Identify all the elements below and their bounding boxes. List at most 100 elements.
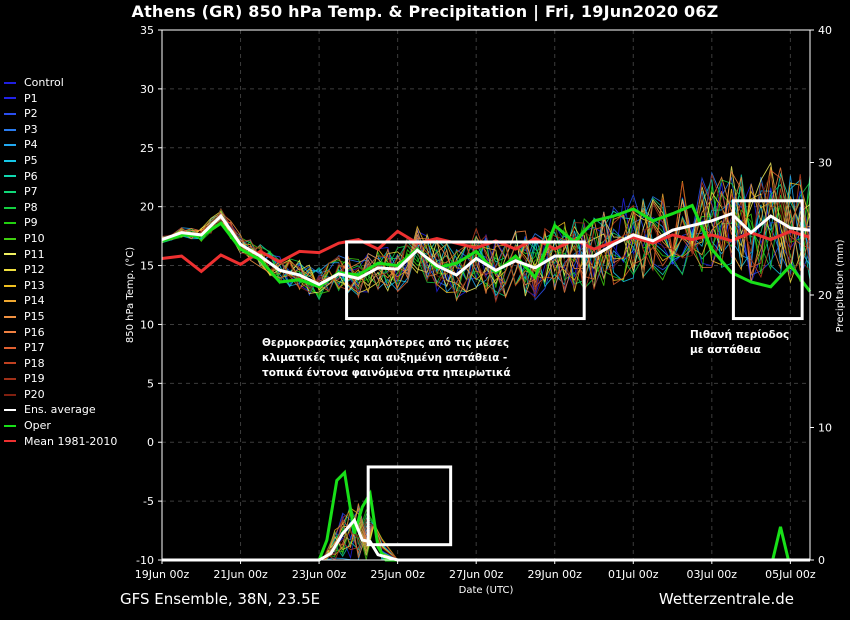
y2-tick-label: 40: [818, 24, 832, 37]
y-tick-label: 25: [140, 142, 154, 155]
annotation-box1-text: Θερμοκρασίες χαμηλότερες από τις μέσες κ…: [262, 337, 511, 379]
legend-item: P13: [4, 278, 117, 294]
y-tick-label: 0: [147, 436, 154, 449]
ensemble-precip-p15: [162, 503, 810, 561]
legend-item: P5: [4, 153, 117, 169]
highlight-boxes: [345, 199, 804, 547]
main-series: [161, 203, 812, 562]
mean-1981-2010-line: [161, 229, 811, 274]
ensemble-precip-p8: [162, 513, 810, 561]
ensemble-precip-p17: [162, 519, 810, 561]
ensemble-precip-p20: [162, 518, 810, 561]
footer-source: GFS Ensemble, 38N, 23.5E: [120, 590, 321, 608]
y-tick-label: 10: [140, 318, 154, 331]
legend-label: P5: [24, 153, 38, 167]
y-tick-label: 15: [140, 260, 154, 273]
ensemble-precip-p18: [162, 525, 810, 561]
ensemble-precip-p5: [162, 521, 810, 561]
legend-label: Control: [24, 76, 64, 89]
legend-label: P16: [24, 325, 45, 339]
legend-label: P13: [24, 278, 45, 292]
ensemble-precip-p12: [162, 517, 810, 561]
ensemble-precip-p16: [162, 510, 810, 561]
legend-item: P15: [4, 309, 117, 325]
legend-label: P11: [24, 247, 45, 261]
legend-swatch: [4, 175, 16, 178]
x-tick-label: 19Jun 00z: [135, 568, 190, 581]
legend-label: P2: [24, 107, 38, 121]
legend-swatch: [4, 206, 16, 209]
legend-swatch: [4, 81, 16, 84]
y-tick-label: 20: [140, 201, 154, 214]
legend-item: P9: [4, 215, 117, 231]
ensemble-precip-p11: [162, 522, 810, 561]
legend-label: Oper: [24, 419, 51, 433]
ensemble-precip-p14: [162, 507, 810, 561]
x-tick-label: 01Jul 00z: [608, 568, 659, 581]
y-axis-label: 850 hPa Temp. (°C): [125, 247, 136, 343]
legend-label: P17: [24, 341, 45, 355]
legend-label: P7: [24, 185, 38, 199]
legend-item: P12: [4, 262, 117, 278]
plot-frame: [161, 29, 811, 561]
legend-swatch: [4, 362, 16, 365]
ensemble-precip-p7: [162, 504, 810, 561]
legend-item: P7: [4, 184, 117, 200]
highlight-box-3: [366, 465, 453, 547]
footer-brand: Wetterzentrale.de: [658, 590, 794, 608]
legend-label: P12: [24, 263, 45, 277]
ensemble-precip-p10: [162, 506, 810, 561]
legend-label: P1: [24, 91, 38, 105]
legend-label: P20: [24, 387, 45, 401]
legend-label: P10: [24, 231, 45, 245]
legend-swatch: [4, 284, 16, 287]
legend-swatch: [4, 97, 16, 100]
legend-swatch: [4, 128, 16, 131]
chart-title: Athens (GR) 850 hPa Temp. & Precipitatio…: [131, 2, 719, 21]
ensemble-precip-p4: [162, 521, 810, 561]
y-tick-label: -5: [143, 495, 154, 508]
x-tick-label: 23Jun 00z: [292, 568, 347, 581]
legend-swatch: [4, 315, 16, 318]
legend-label: P8: [24, 200, 38, 214]
legend-label: P4: [24, 138, 38, 152]
legend-swatch: [4, 393, 16, 396]
legend-item: P3: [4, 122, 117, 138]
legend-label: Mean 1981-2010: [24, 434, 118, 448]
legend-swatch: [4, 346, 16, 349]
legend-item: P8: [4, 200, 117, 216]
legend-item: P17: [4, 340, 117, 356]
y-tick-label: 5: [147, 377, 154, 390]
y2-tick-label: 0: [818, 554, 825, 567]
legend-swatch: [4, 222, 16, 225]
y2-tick-label: 10: [818, 422, 832, 435]
legend-item: P18: [4, 356, 117, 372]
legend-item: Ens. average: [4, 402, 117, 418]
legend-swatch: [4, 253, 16, 256]
highlight-box-2: [731, 199, 804, 321]
ensemble-precip-p13: [162, 507, 810, 561]
legend-swatch: [4, 409, 16, 412]
legend-item: P2: [4, 106, 117, 122]
legend-label: Ens. average: [24, 403, 96, 417]
ensemble-precip-p1: [162, 515, 810, 561]
ensemble-precip-p3: [162, 505, 810, 561]
legend-label: P19: [24, 372, 45, 386]
y2-axis: 40 30 20 10 0: [810, 24, 832, 567]
ensemble-precip-p6: [162, 521, 810, 561]
x-tick-label: 03Jul 00z: [687, 568, 738, 581]
legend-label: P6: [24, 169, 38, 183]
grid: [161, 29, 810, 561]
y-tick-label: 30: [140, 83, 154, 96]
legend-swatch: [4, 331, 16, 334]
legend-swatch: [4, 268, 16, 271]
legend-swatch: [4, 440, 16, 443]
legend-label: P3: [24, 122, 38, 136]
legend-swatch: [4, 190, 16, 193]
ensemble-precip-p19: [162, 511, 810, 561]
oper-temp-line: [161, 203, 812, 293]
legend-item: Oper: [4, 418, 117, 434]
legend-item: P16: [4, 325, 117, 341]
y2-axis-label: Precipitation (mm): [835, 239, 846, 332]
y2-tick-label: 30: [818, 157, 832, 170]
